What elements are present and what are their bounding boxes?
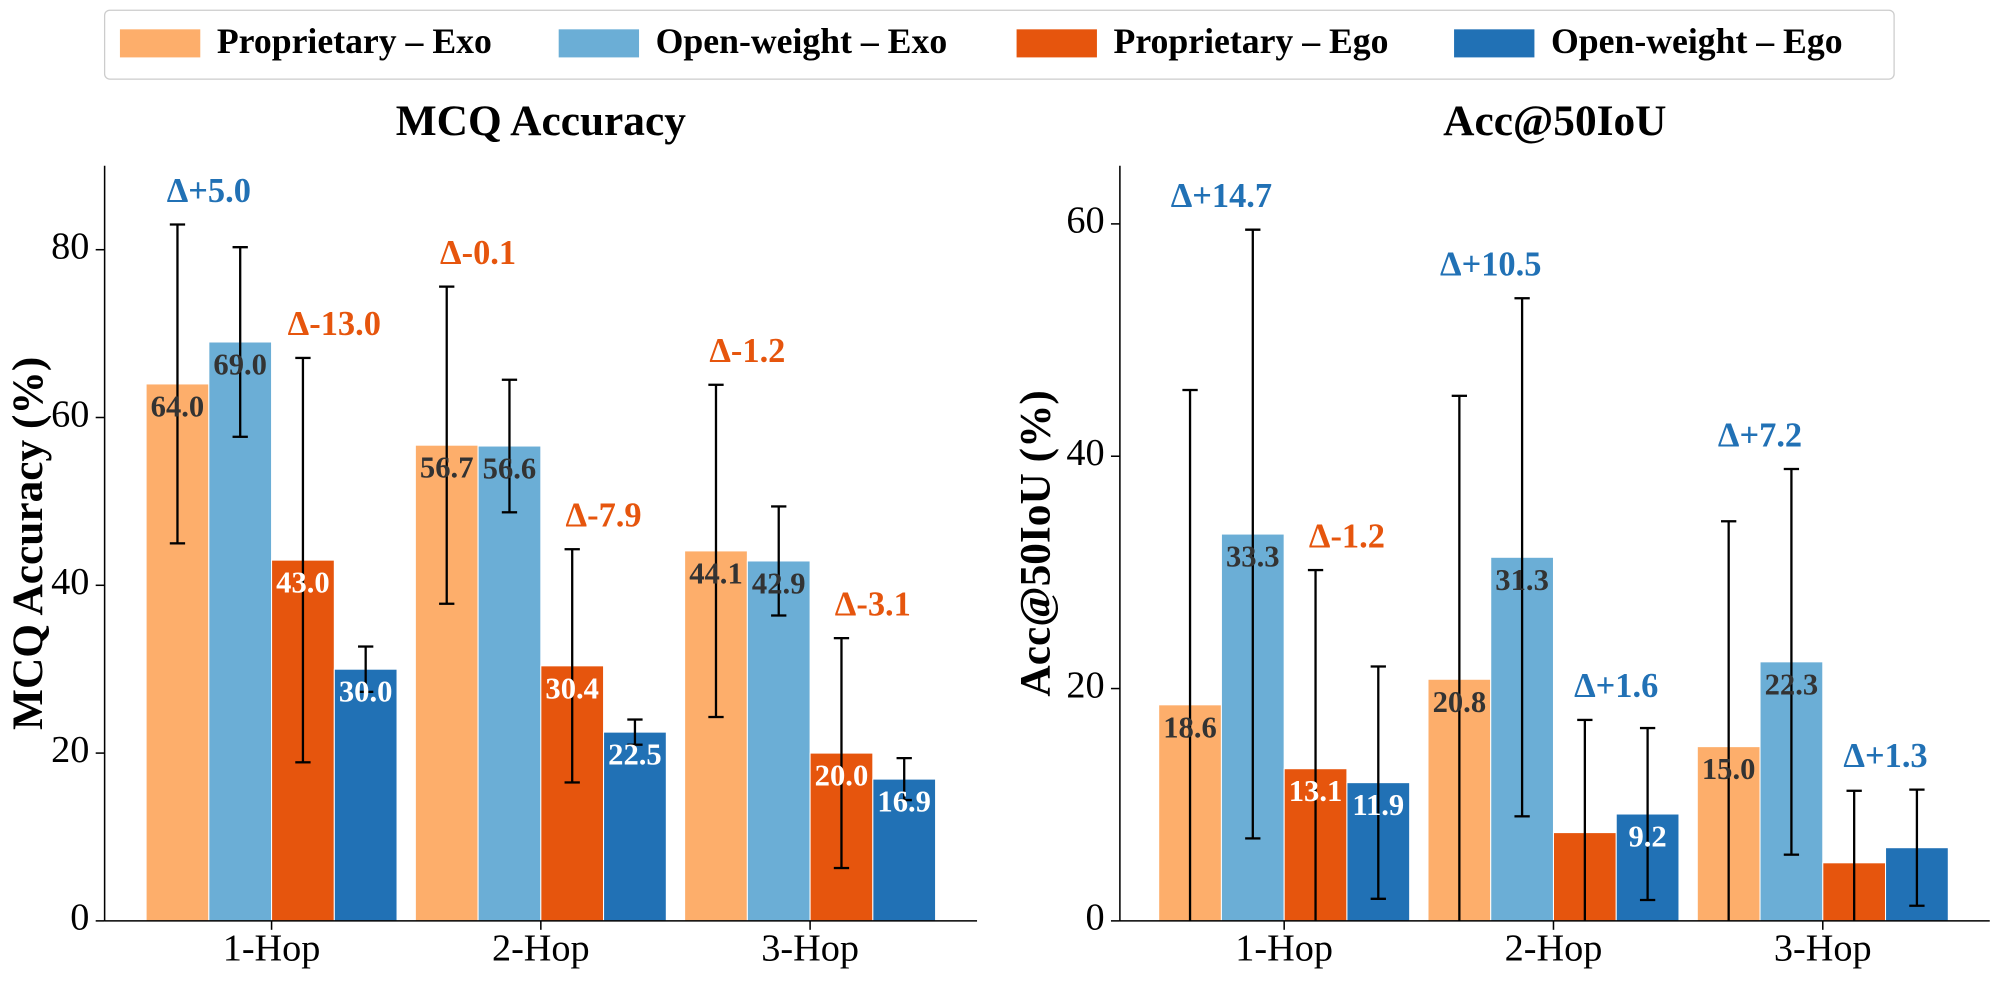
legend-swatch (1454, 29, 1535, 58)
error-bar (708, 383, 724, 719)
value-label: 56.6 (483, 452, 537, 486)
error-bar (627, 718, 643, 746)
legend-swatch (119, 29, 201, 58)
error-bar (1451, 394, 1468, 921)
y-axis-label: MCQ Accuracy (%) (4, 357, 52, 730)
value-label: 15.0 (1702, 752, 1756, 786)
legend-label: Proprietary – Exo (217, 21, 492, 61)
delta-annotation: Δ+1.3 (1843, 737, 1927, 775)
error-bar (1909, 788, 1925, 907)
error-bar (896, 756, 912, 802)
value-label: 18.6 (1163, 710, 1217, 744)
y-tick-label: 0 (70, 897, 89, 939)
delta-annotation: Δ+14.7 (1171, 177, 1272, 215)
error-bar (439, 285, 455, 605)
delta-annotation: Δ+5.0 (167, 172, 251, 210)
x-tick-label: 2-Hop (1505, 927, 1603, 969)
delta-annotation: Δ-0.1 (440, 234, 516, 272)
delta-annotation: Δ+10.5 (1440, 246, 1541, 284)
value-label: 13.1 (1289, 774, 1343, 808)
error-bar (771, 505, 787, 617)
error-bar (1182, 388, 1198, 921)
legend-box (103, 9, 1895, 80)
y-tick-label: 60 (51, 393, 89, 435)
legend-label: Open-weight – Exo (656, 21, 948, 61)
value-label: 20.8 (1433, 685, 1487, 719)
y-tick-label: 80 (51, 225, 89, 267)
value-label: 11.9 (1352, 788, 1404, 822)
x-tick-label: 3-Hop (1774, 927, 1872, 969)
y-tick-label: 0 (1085, 897, 1104, 939)
legend-swatch (558, 29, 640, 58)
y-axis-label: Acc@50IoU (%) (1011, 390, 1059, 696)
error-bar (169, 223, 186, 545)
value-label: 16.9 (877, 785, 931, 819)
delta-annotation: Δ-1.2 (709, 332, 785, 370)
error-bar (1245, 228, 1261, 840)
delta-annotation: Δ+7.2 (1718, 416, 1802, 454)
error-bar (1721, 520, 1737, 921)
legend-swatch (1016, 29, 1097, 58)
error-bar (1370, 665, 1386, 900)
chart-title: Acc@50IoU (1443, 97, 1666, 145)
bar (477, 445, 542, 922)
error-bar (232, 246, 248, 438)
value-label: 22.5 (608, 738, 662, 772)
y-tick-label: 40 (1066, 432, 1104, 474)
error-bar (1514, 297, 1530, 818)
bar (746, 560, 811, 922)
value-label: 33.3 (1226, 540, 1280, 574)
error-bar (1783, 467, 1800, 856)
bar (603, 731, 667, 922)
error-bar (1639, 726, 1656, 902)
value-label: 64.0 (151, 389, 205, 423)
delta-annotation: Δ-13.0 (288, 305, 381, 343)
legend-label: Open-weight – Ego (1551, 21, 1843, 61)
error-bar (1307, 568, 1324, 921)
error-bar (501, 378, 518, 514)
value-label: 56.7 (420, 451, 474, 485)
x-tick-label: 1-Hop (223, 927, 321, 969)
error-bar (833, 637, 850, 870)
y-tick-label: 20 (1066, 664, 1104, 706)
delta-annotation: Δ-1.2 (1309, 517, 1385, 555)
value-label: 30.0 (339, 675, 393, 709)
value-label: 42.9 (752, 567, 806, 601)
legend-label: Proprietary – Ego (1114, 21, 1389, 61)
delta-annotation: Δ+1.6 (1574, 667, 1658, 705)
value-label: 43.0 (276, 566, 330, 600)
error-bar (564, 548, 580, 784)
chart-title: MCQ Accuracy (396, 97, 686, 145)
x-tick-label: 1-Hop (1235, 927, 1333, 969)
x-tick-label: 2-Hop (492, 927, 590, 969)
y-tick-label: 20 (51, 729, 89, 771)
value-label: 22.3 (1765, 667, 1819, 701)
bar (872, 778, 937, 922)
value-label: 31.3 (1495, 563, 1549, 597)
value-label: 69.0 (213, 348, 267, 382)
error-bar (358, 645, 374, 693)
value-label: 44.1 (689, 556, 743, 590)
y-tick-label: 60 (1066, 200, 1104, 242)
error-bar (1577, 718, 1593, 921)
delta-annotation: Δ-7.9 (566, 497, 642, 535)
error-bar (295, 356, 311, 764)
error-bar (1846, 789, 1862, 921)
value-label: 30.4 (545, 671, 599, 705)
delta-annotation: Δ-3.1 (835, 585, 911, 623)
y-tick-label: 40 (51, 561, 89, 603)
value-label: 9.2 (1628, 820, 1666, 854)
value-label: 20.0 (815, 759, 869, 793)
x-tick-label: 3-Hop (761, 927, 859, 969)
